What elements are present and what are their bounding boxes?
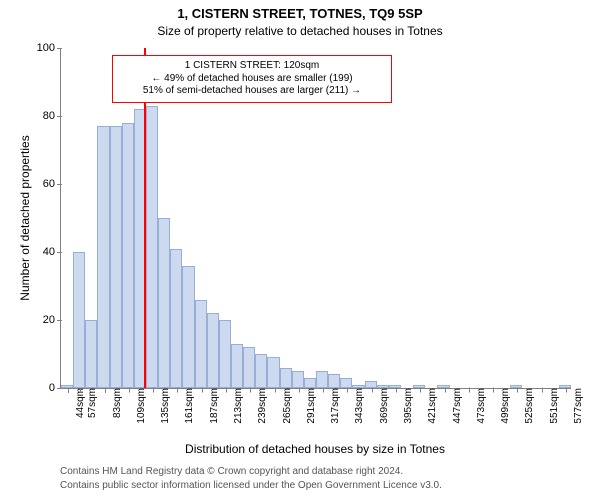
bar [182,266,194,388]
x-axis-label: Distribution of detached houses by size … [60,442,570,456]
x-tick: 421sqm [421,388,438,424]
x-tick: 525sqm [518,388,535,424]
bar [170,249,182,388]
x-tick: 187sqm [203,388,220,424]
annotation-line: 51% of semi-detached houses are larger (… [117,85,387,98]
bar [158,218,170,388]
annotation-line: ← 49% of detached houses are smaller (19… [117,73,387,86]
bar [85,320,97,388]
x-tick: 161sqm [178,388,195,424]
x-tick: 395sqm [397,388,414,424]
bar [255,354,267,388]
annotation-line: 1 CISTERN STREET: 120sqm [117,60,387,73]
bar [122,123,134,388]
y-tick: 20 [43,314,61,326]
x-tick: 369sqm [373,388,390,424]
x-tick: 213sqm [227,388,244,424]
bar [243,347,255,388]
x-tick: 57sqm [81,388,98,418]
bar [328,374,340,388]
bar [73,252,85,388]
bar [304,378,316,388]
x-tick: 473sqm [470,388,487,424]
x-tick: 317sqm [324,388,341,424]
bar [110,126,122,388]
x-tick: 499sqm [494,388,511,424]
y-tick: 80 [43,110,61,122]
footer-line-2: Contains public sector information licen… [60,480,442,491]
bar [316,371,328,388]
y-axis-label: Number of detached properties [18,135,32,300]
bar [377,385,389,388]
x-tick: 343sqm [348,388,365,424]
bar [231,344,243,388]
y-tick: 100 [37,42,61,54]
annotation-box: 1 CISTERN STREET: 120sqm← 49% of detache… [112,55,392,103]
y-tick: 40 [43,246,61,258]
bar [207,313,219,388]
bar [352,385,364,388]
bar [219,320,231,388]
x-tick: 577sqm [567,388,584,424]
x-tick: 447sqm [446,388,463,424]
x-tick: 265sqm [276,388,293,424]
bar [146,106,158,388]
x-tick: 239sqm [251,388,268,424]
bar [267,357,279,388]
footer-line-1: Contains HM Land Registry data © Crown c… [60,466,403,477]
page-title: 1, CISTERN STREET, TOTNES, TQ9 5SP [0,6,600,21]
bar [195,300,207,388]
bar [280,368,292,388]
x-tick: 135sqm [154,388,171,424]
x-tick: 83sqm [106,388,123,418]
page-subtitle: Size of property relative to detached ho… [0,24,600,38]
bar [292,371,304,388]
y-tick: 60 [43,178,61,190]
y-tick: 0 [49,382,61,394]
x-tick: 109sqm [130,388,147,424]
bar [365,381,377,388]
bar [340,378,352,388]
x-tick: 291sqm [300,388,317,424]
x-tick: 551sqm [543,388,560,424]
bar [97,126,109,388]
